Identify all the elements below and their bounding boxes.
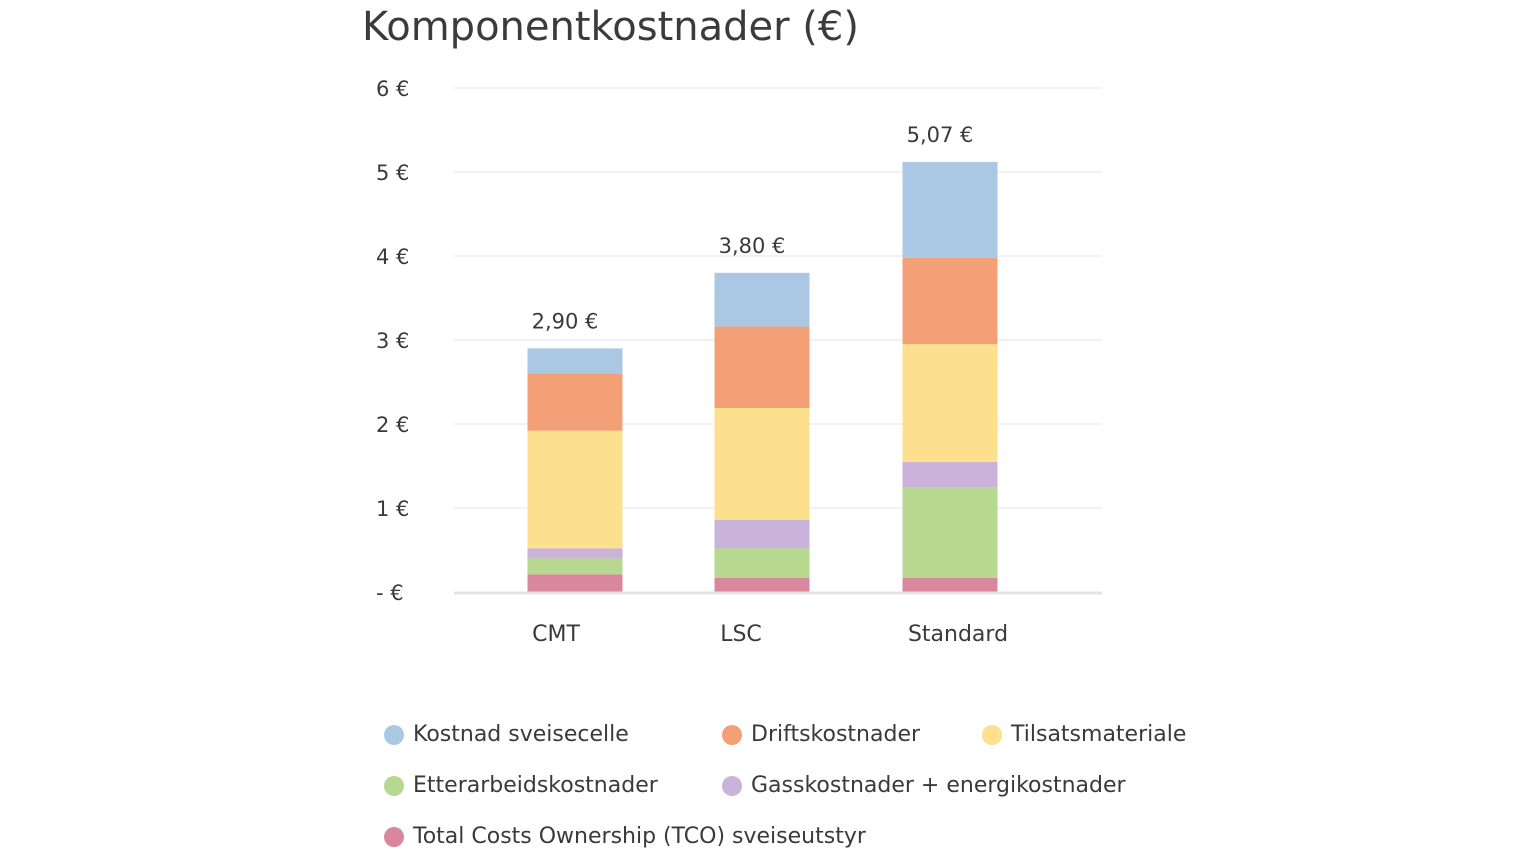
- bars: [527, 161, 998, 592]
- legend-item: Etterarbeidskostnader: [384, 773, 658, 798]
- bar-segment-cmt-3: [527, 430, 623, 549]
- legend-item: Driftskostnader: [722, 722, 920, 747]
- bar-segment-cmt-4: [527, 373, 623, 431]
- legend-swatch: [384, 724, 404, 745]
- legend-swatch: [384, 826, 404, 847]
- legend-item: Total Costs Ownership (TCO) sveiseutstyr: [384, 824, 866, 849]
- bar-segment-standard-1: [902, 487, 998, 578]
- bar-segment-cmt-1: [527, 558, 623, 575]
- legend-label: Tilsatsmateriale: [1011, 722, 1187, 747]
- x-category-label: Standard: [908, 622, 1008, 647]
- bar-segment-standard-0: [902, 577, 998, 592]
- y-tick-label: 1 €: [376, 497, 409, 521]
- chart-title: Komponentkostnader (€): [362, 4, 859, 50]
- bar-segment-standard-5: [902, 161, 998, 258]
- bar-segment-cmt-0: [527, 574, 623, 592]
- bar-segment-lsc-2: [714, 519, 810, 549]
- legend-label: Driftskostnader: [751, 722, 921, 747]
- y-tick-label: 2 €: [376, 413, 409, 437]
- bar-segment-lsc-4: [714, 326, 810, 409]
- total-label: 2,90 €: [532, 309, 599, 333]
- total-labels: 2,90 € 3,80 € 5,07 €: [532, 123, 974, 333]
- legend-swatch: [722, 724, 742, 745]
- legend-label: Gasskostnader + energikostnader: [751, 773, 1126, 798]
- bar-segment-lsc-3: [714, 408, 810, 520]
- bar-segment-cmt-2: [527, 548, 623, 559]
- y-tick-label: 4 €: [376, 245, 409, 269]
- legend-item: Gasskostnader + energikostnader: [722, 773, 1126, 798]
- legend-swatch: [722, 775, 742, 796]
- total-label: 5,07 €: [907, 123, 974, 147]
- legend-label: Total Costs Ownership (TCO) sveiseutstyr: [413, 824, 866, 849]
- bar-segment-standard-2: [902, 461, 998, 487]
- legend-item: Tilsatsmateriale: [982, 722, 1186, 747]
- y-tick-label: - €: [376, 581, 404, 605]
- y-tick-label: 6 €: [376, 77, 409, 101]
- bar-segment-standard-3: [902, 344, 998, 462]
- bar-segment-lsc-0: [714, 577, 810, 592]
- bar-segment-lsc-5: [714, 272, 810, 327]
- y-axis-ticks: - € 1 € 2 € 3 € 4 € 5 € 6 €: [376, 77, 409, 605]
- legend-swatch: [384, 775, 404, 796]
- x-category-label: LSC: [720, 622, 762, 647]
- y-tick-label: 5 €: [376, 161, 409, 185]
- legend-item: Kostnad sveisecelle: [384, 722, 629, 747]
- legend-label: Kostnad sveisecelle: [413, 722, 629, 747]
- bar-segment-cmt-5: [527, 348, 623, 374]
- legend-label: Etterarbeidskostnader: [413, 773, 658, 798]
- x-category-label: CMT: [532, 622, 580, 647]
- legend-swatch: [982, 724, 1002, 745]
- y-tick-label: 3 €: [376, 329, 409, 353]
- x-axis-categories: CMT LSC Standard: [532, 622, 1008, 647]
- bar-segment-lsc-1: [714, 548, 810, 578]
- bar-segment-standard-4: [902, 257, 998, 345]
- total-label: 3,80 €: [719, 234, 786, 258]
